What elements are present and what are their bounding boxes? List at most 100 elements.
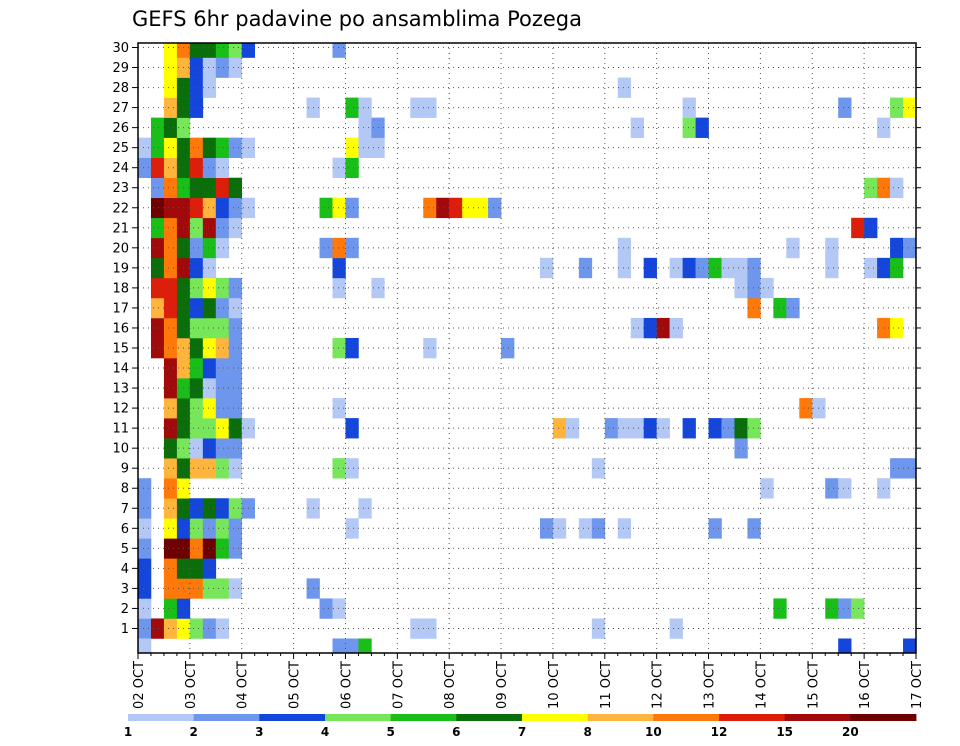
legend-swatch [522, 714, 589, 721]
x-tick-label: 09 OCT [495, 661, 510, 709]
heatmap-cell [864, 177, 878, 199]
heatmap-cell [903, 97, 917, 118]
heatmap-cell [189, 317, 204, 339]
y-tick-label: 29 [112, 61, 129, 76]
heatmap-cell [138, 137, 152, 158]
heatmap-cell [202, 358, 217, 379]
y-tick-label: 30 [112, 41, 129, 56]
heatmap-cell [228, 518, 243, 539]
legend-label: 10 [645, 725, 662, 739]
y-tick-label: 9 [121, 462, 129, 477]
heatmap-cell [163, 558, 178, 579]
y-tick-label: 17 [112, 301, 129, 316]
heatmap-cell [150, 618, 165, 639]
heatmap-cell [189, 217, 204, 239]
heatmap-cell [358, 638, 372, 654]
x-tick-label: 10 OCT [547, 661, 562, 709]
heatmap-cell [423, 337, 437, 359]
heatmap-cell [215, 538, 230, 559]
heatmap-cell [202, 538, 217, 559]
heatmap-cell [864, 217, 878, 239]
heatmap-cell [643, 418, 657, 439]
heatmap-cell [734, 277, 748, 299]
heatmap-cell [215, 237, 230, 259]
heatmap-cell [138, 478, 152, 499]
legend-label: 6 [452, 725, 460, 739]
heatmap-cell [228, 458, 243, 479]
heatmap-cell [488, 197, 502, 219]
y-tick-label: 12 [112, 402, 129, 417]
heatmap-cell [215, 518, 230, 539]
heatmap-cell [332, 398, 346, 419]
heatmap-cell [410, 618, 424, 639]
heatmap-cell [617, 518, 632, 539]
heatmap-cell [163, 217, 178, 239]
heatmap-cell [189, 43, 204, 58]
heatmap-cell [189, 197, 204, 219]
heatmap-cell [163, 478, 178, 499]
heatmap-cell [163, 77, 178, 98]
heatmap-cell [202, 177, 217, 199]
heatmap-cell [215, 177, 230, 199]
heatmap-cell [189, 378, 204, 399]
heatmap-cell [189, 177, 204, 199]
heatmap-cell [332, 277, 346, 299]
heatmap-cell [410, 97, 424, 118]
heatmap-cell [189, 578, 204, 599]
heatmap-cell [163, 43, 178, 58]
heatmap-cell [682, 97, 696, 118]
heatmap-cell [708, 257, 722, 279]
legend-label: 3 [255, 725, 263, 739]
heatmap-cell [150, 117, 165, 138]
y-tick-label: 6 [121, 522, 129, 537]
y-tick-label: 16 [112, 321, 129, 336]
legend-swatch [259, 714, 326, 721]
heatmap-cell [163, 438, 178, 459]
heatmap-cell [332, 638, 346, 654]
heatmap-cell [682, 117, 696, 138]
heatmap-cell [202, 418, 217, 439]
heatmap-cell [202, 43, 217, 58]
heatmap-cell [903, 237, 917, 259]
heatmap-cell [734, 438, 748, 459]
heatmap-cell [630, 317, 644, 339]
heatmap-cell [150, 297, 165, 319]
heatmap-cell [215, 43, 230, 58]
heatmap-cell [825, 237, 839, 259]
y-tick-label: 22 [112, 201, 129, 216]
y-tick-label: 19 [112, 261, 129, 276]
heatmap-cell [319, 237, 333, 259]
heatmap-cell [202, 77, 217, 98]
x-tick-label: 03 OCT [184, 661, 199, 709]
y-tick-label: 24 [112, 161, 129, 176]
heatmap-cell [215, 378, 230, 399]
heatmap-cell [773, 297, 787, 319]
heatmap-cell [851, 217, 865, 239]
legend-label: 4 [321, 725, 329, 739]
heatmap-cell [163, 157, 178, 179]
legend-label: 7 [518, 725, 526, 739]
heatmap-cell [150, 277, 165, 299]
heatmap-cell [669, 257, 683, 279]
heatmap-cell [332, 257, 346, 279]
heatmap-cell [838, 638, 852, 654]
heatmap-cell [747, 418, 761, 439]
heatmap-cell [228, 578, 243, 599]
heatmap-cell [189, 97, 204, 118]
y-tick-label: 23 [112, 181, 129, 196]
heatmap-cell [228, 57, 243, 78]
heatmap-cell [682, 257, 696, 279]
heatmap-cell [202, 137, 217, 158]
heatmap-cell [228, 177, 243, 199]
heatmap-cell [332, 337, 346, 359]
heatmap-cell [630, 117, 644, 138]
heatmap-cell [163, 117, 178, 138]
heatmap-cell [617, 418, 632, 439]
legend-swatch [390, 714, 457, 721]
heatmap-cell [773, 598, 787, 619]
heatmap-cell [215, 358, 230, 379]
y-tick-label: 15 [112, 342, 129, 357]
heatmap-cell [150, 197, 165, 219]
heatmap-cell [215, 137, 230, 158]
